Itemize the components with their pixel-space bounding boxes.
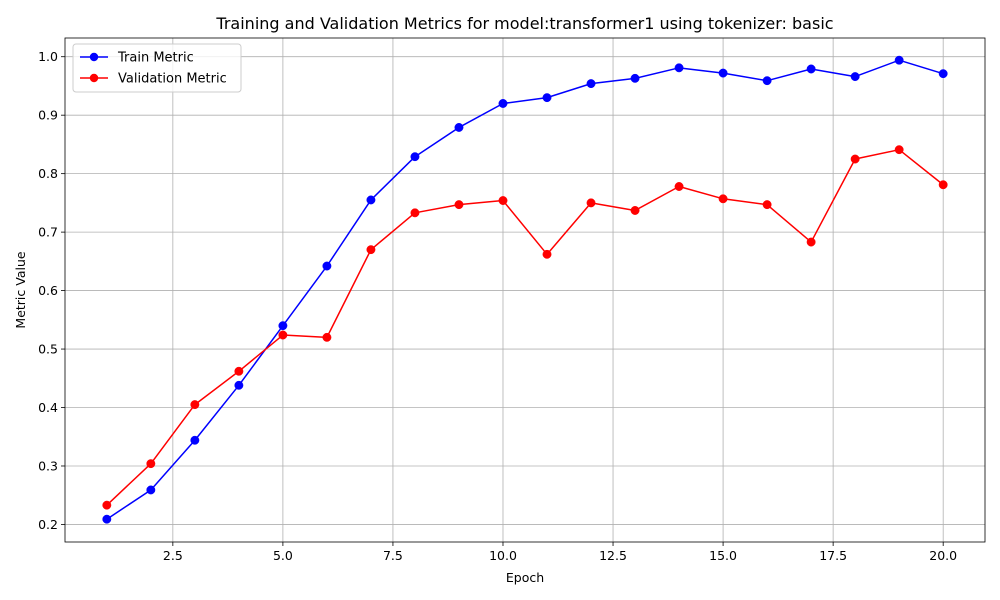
validation-metric-point: [146, 459, 156, 469]
x-tick-label: 20.0: [929, 548, 957, 563]
train-metric-point: [938, 69, 948, 79]
chart-title: Training and Validation Metrics for mode…: [215, 14, 833, 33]
series-validation-metric: [102, 145, 948, 510]
train-metric-point: [102, 514, 112, 524]
train-metric-point: [630, 73, 640, 83]
validation-metric-point: [410, 208, 420, 218]
validation-metric-point: [718, 194, 728, 204]
legend-item-train-metric: Train Metric: [80, 51, 194, 66]
axis-ticks: 2.5 5.0 7.5 10.0 12.5 15.0 17.5 20.0 0.2 0.3 0.4 0.…: [38, 49, 957, 563]
train-metric-point: [806, 64, 816, 74]
y-tick-label: 0.9: [38, 108, 58, 123]
x-axis-label: Epoch: [506, 570, 544, 585]
validation-metric-line: [106, 148, 944, 506]
validation-metric-point: [454, 200, 464, 210]
grid: [65, 38, 985, 542]
x-tick-label: 7.5: [383, 548, 403, 563]
train-metric-point: [718, 68, 728, 78]
x-tick-label: 10.0: [489, 548, 517, 563]
y-tick-label: 0.4: [38, 400, 58, 415]
y-tick-label: 0.6: [38, 283, 58, 298]
validation-metric-point: [630, 206, 640, 215]
train-metric-point: [850, 72, 860, 82]
validation-metric-point: [234, 366, 244, 376]
y-tick-label: 0.3: [38, 458, 58, 473]
x-tick-label: 5.0: [273, 548, 293, 563]
validation-metric-point: [190, 400, 200, 410]
train-metric-point: [322, 261, 332, 271]
y-tick-label: 0.7: [38, 225, 58, 240]
legend-item-validation-metric: Validation Metric: [80, 72, 227, 87]
validation-metric-point: [762, 200, 772, 210]
train-metric-line: [106, 59, 944, 520]
validation-metric-point: [938, 180, 948, 190]
validation-metric-legend-swatch-marker: [89, 73, 99, 83]
y-tick-label: 1.0: [38, 49, 58, 64]
validation-metric-point: [806, 237, 816, 247]
validation-metric-point: [366, 245, 376, 255]
y-tick-label: 0.8: [38, 166, 58, 181]
plot-frame: [64, 37, 986, 543]
train-metric-point: [762, 76, 772, 86]
x-tick-label: 2.5: [163, 548, 183, 563]
validation-metric-legend-label: Validation Metric: [118, 72, 227, 87]
y-axis-label: Metric Value: [13, 251, 28, 328]
validation-metric-point: [894, 145, 904, 155]
train-metric-point: [498, 99, 508, 108]
train-metric-point: [146, 485, 156, 495]
validation-metric-point: [102, 500, 112, 510]
train-metric-point: [190, 435, 200, 445]
x-tick-label: 17.5: [819, 548, 847, 563]
train-metric-point: [674, 63, 684, 73]
x-tick-label: 12.5: [599, 548, 627, 563]
train-metric-point: [894, 55, 904, 65]
legend: Train Metric Validation Metric: [72, 43, 242, 93]
y-tick-label: 0.2: [38, 517, 58, 532]
validation-metric-point: [498, 196, 508, 205]
train-metric-point: [586, 79, 596, 89]
legend-box: [72, 43, 242, 93]
train-metric-point: [234, 380, 244, 390]
plot-area: [65, 38, 985, 542]
train-metric-point: [542, 93, 552, 103]
train-metric-point: [278, 321, 288, 331]
train-metric-point: [410, 152, 420, 162]
validation-metric-point: [278, 330, 288, 340]
validation-metric-point: [542, 249, 552, 259]
series-train-metric: [102, 55, 948, 524]
validation-metric-point: [674, 182, 684, 191]
train-metric-point: [454, 123, 464, 132]
series-lines: [102, 55, 948, 524]
validation-metric-point: [322, 332, 332, 342]
x-tick-label: 15.0: [709, 548, 737, 563]
train-metric-legend-label: Train Metric: [117, 51, 194, 66]
y-tick-label: 0.5: [38, 342, 58, 357]
validation-metric-point: [586, 198, 596, 208]
train-metric-point: [366, 195, 376, 205]
plot-spines: [64, 37, 986, 543]
train-metric-legend-swatch-marker: [89, 52, 99, 62]
validation-metric-point: [850, 154, 860, 164]
